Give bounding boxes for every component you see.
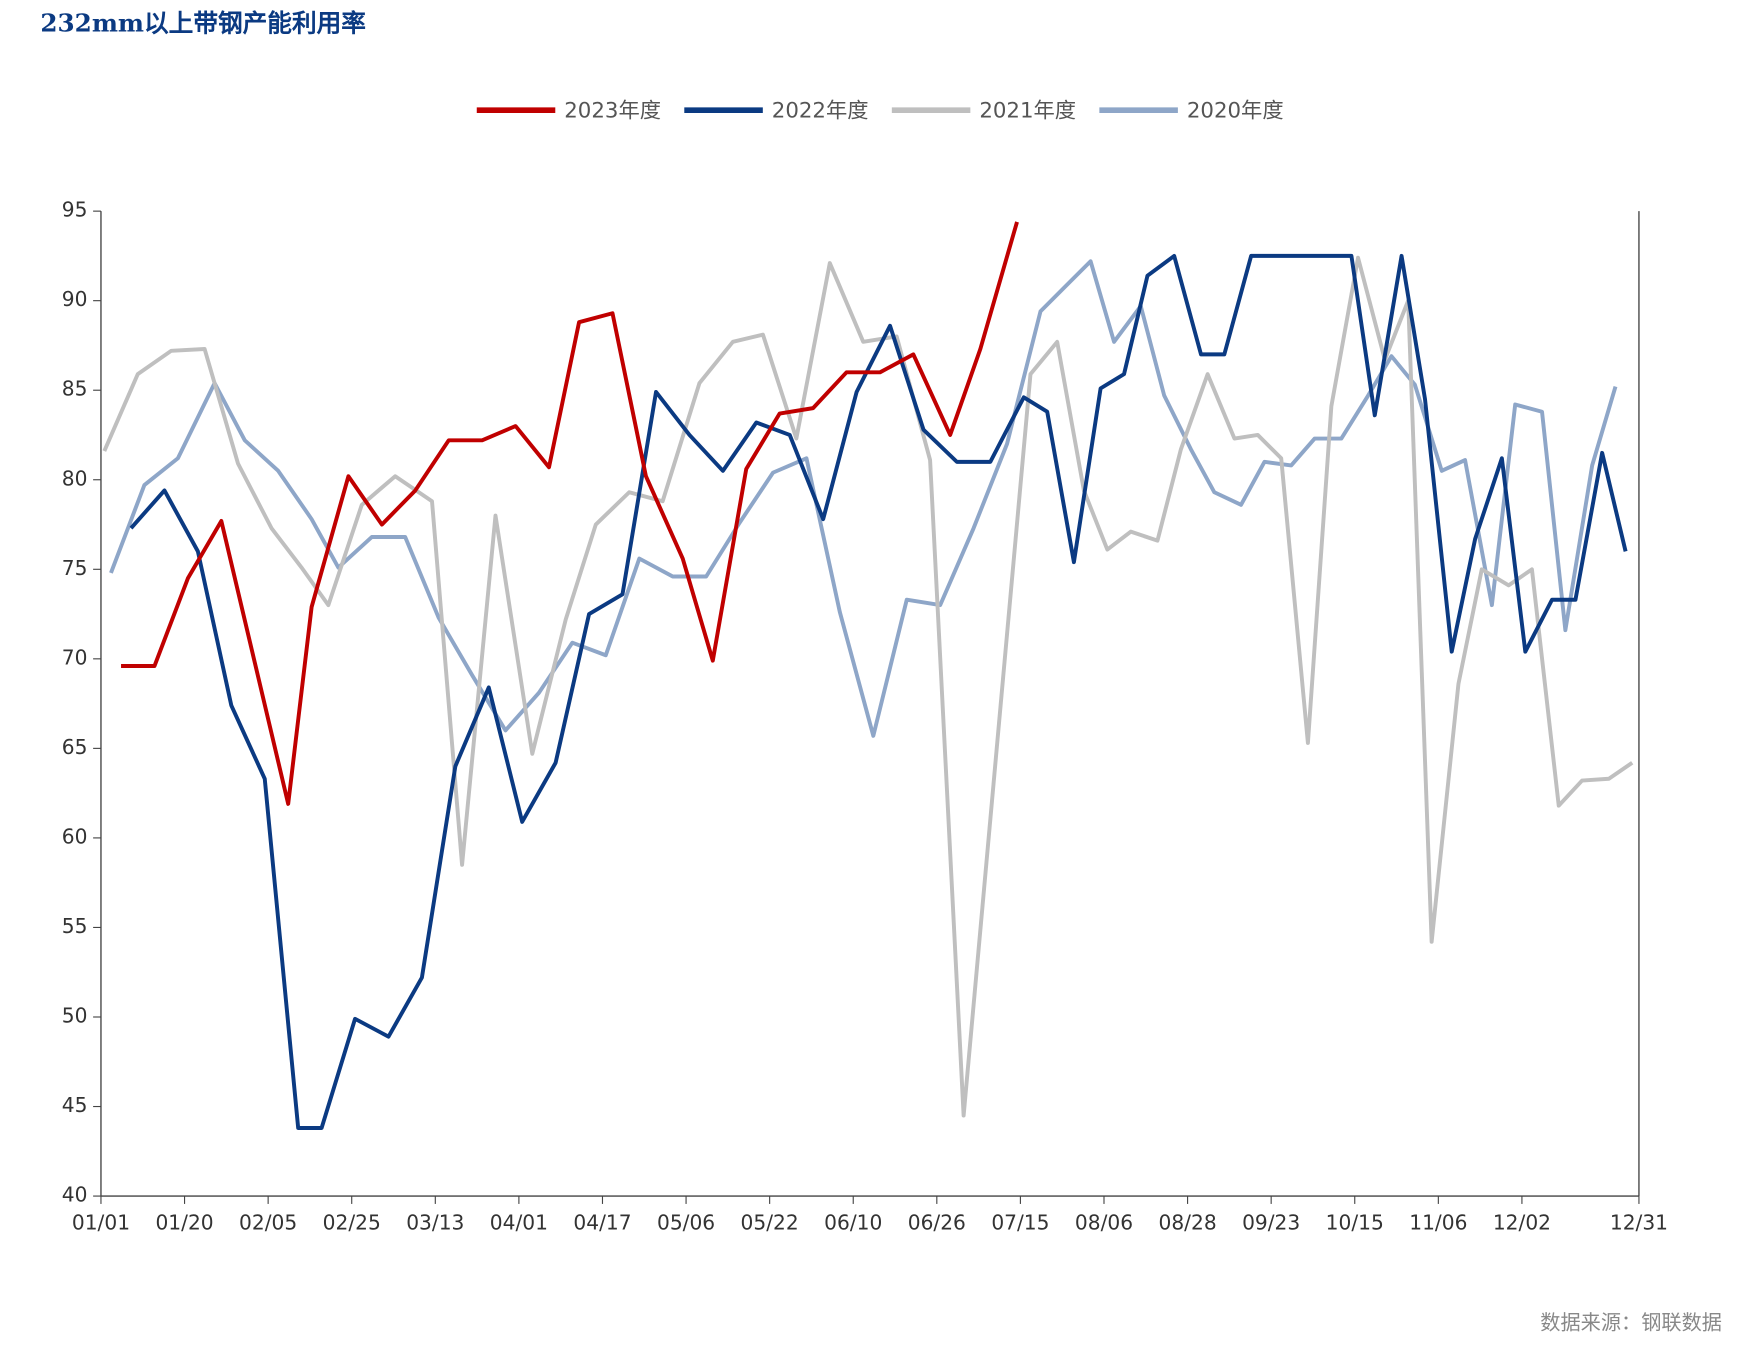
x-tick-label: 05/22	[741, 1211, 799, 1235]
y-tick-label: 50	[62, 1003, 88, 1027]
x-tick-label: 06/10	[824, 1211, 882, 1235]
legend-label: 2020年度	[1187, 98, 1284, 123]
chart-title: 232mm以上带钢产能利用率	[40, 8, 366, 37]
x-tick-label: 01/01	[72, 1211, 130, 1235]
y-tick-label: 65	[62, 735, 88, 759]
x-tick-label: 03/13	[406, 1211, 464, 1235]
y-tick-label: 55	[62, 914, 88, 938]
series-line	[109, 259, 1618, 738]
x-tick-label: 05/06	[657, 1211, 715, 1235]
x-tick-label: 10/15	[1326, 1211, 1384, 1235]
source: 数据来源：钢联数据	[1540, 1310, 1722, 1334]
y-tick-label: 80	[62, 466, 88, 490]
x-tick-label: 12/31	[1610, 1211, 1668, 1235]
x-tick-label: 09/23	[1242, 1211, 1300, 1235]
series-line	[129, 253, 1628, 1130]
x-tick-label: 06/26	[908, 1211, 966, 1235]
y-tick-label: 95	[62, 198, 88, 222]
y-tick-label: 45	[62, 1093, 88, 1117]
y-tick-label: 40	[62, 1183, 88, 1207]
x-tick-label: 08/28	[1158, 1211, 1216, 1235]
y-tick-label: 60	[62, 824, 88, 848]
x-tick-label: 08/06	[1075, 1211, 1133, 1235]
x-tick-label: 02/05	[239, 1211, 297, 1235]
x-tick-label: 02/25	[323, 1211, 381, 1235]
x-tick-label: 07/15	[991, 1211, 1049, 1235]
x-tick-label: 04/17	[573, 1211, 631, 1235]
y-tick-label: 70	[62, 645, 88, 669]
y-tick-label: 90	[62, 287, 88, 311]
x-tick-label: 04/01	[490, 1211, 548, 1235]
series-line	[121, 221, 1019, 806]
legend-label: 2023年度	[564, 98, 661, 123]
y-tick-label: 85	[62, 377, 88, 401]
y-tick-label: 75	[62, 556, 88, 580]
x-tick-label: 11/06	[1409, 1211, 1467, 1235]
x-tick-label: 12/02	[1493, 1211, 1551, 1235]
series-line	[102, 255, 1634, 1118]
legend-label: 2022年度	[772, 98, 869, 123]
x-tick-label: 01/20	[155, 1211, 213, 1235]
legend-label: 2021年度	[979, 98, 1076, 123]
